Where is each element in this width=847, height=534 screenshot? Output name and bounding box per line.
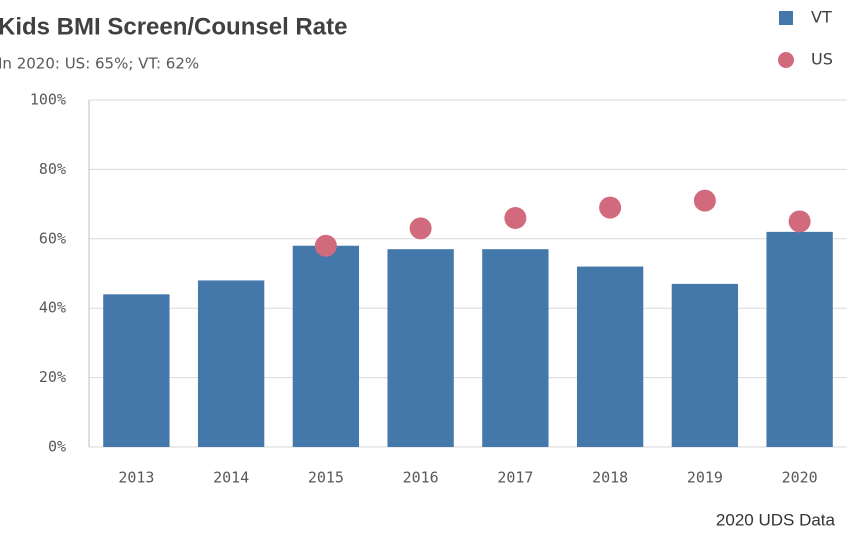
dot bbox=[599, 196, 622, 219]
chart-title: Kids BMI Screen/Counsel Rate bbox=[0, 13, 347, 40]
dot bbox=[314, 234, 337, 257]
dot bbox=[504, 206, 527, 229]
legend-swatch bbox=[778, 52, 794, 68]
chart-subtitle: In 2020: US: 65%; VT: 62% bbox=[0, 55, 199, 73]
bar bbox=[482, 249, 549, 447]
y-tick-label: 60% bbox=[39, 229, 66, 247]
bar bbox=[103, 294, 170, 447]
y-tick-label: 0% bbox=[48, 438, 66, 456]
bar bbox=[671, 283, 739, 447]
bar bbox=[292, 245, 360, 447]
bar bbox=[766, 231, 833, 447]
x-tick-label: 2013 bbox=[118, 469, 154, 487]
x-tick-label: 2017 bbox=[497, 469, 533, 487]
y-tick-label: 80% bbox=[39, 160, 66, 178]
x-tick-label: 2019 bbox=[687, 469, 723, 487]
dot bbox=[693, 189, 716, 212]
y-tick-label: 40% bbox=[39, 299, 66, 317]
dot bbox=[409, 217, 432, 240]
dot bbox=[788, 210, 811, 233]
x-tick-label: 2018 bbox=[592, 469, 628, 487]
x-tick-label: 2016 bbox=[403, 469, 439, 487]
bar bbox=[576, 266, 644, 447]
y-tick-label: 100% bbox=[30, 91, 66, 109]
x-tick-label: 2020 bbox=[782, 469, 818, 487]
x-tick-label: 2014 bbox=[213, 469, 249, 487]
legend-label: US bbox=[811, 50, 833, 69]
legend-swatch bbox=[779, 11, 793, 25]
bar bbox=[197, 280, 265, 447]
y-tick-label: 20% bbox=[39, 368, 66, 386]
bar bbox=[387, 249, 454, 447]
source-note: 2020 UDS Data bbox=[716, 510, 836, 529]
legend-label: VT bbox=[811, 8, 832, 27]
x-tick-label: 2015 bbox=[308, 469, 344, 487]
